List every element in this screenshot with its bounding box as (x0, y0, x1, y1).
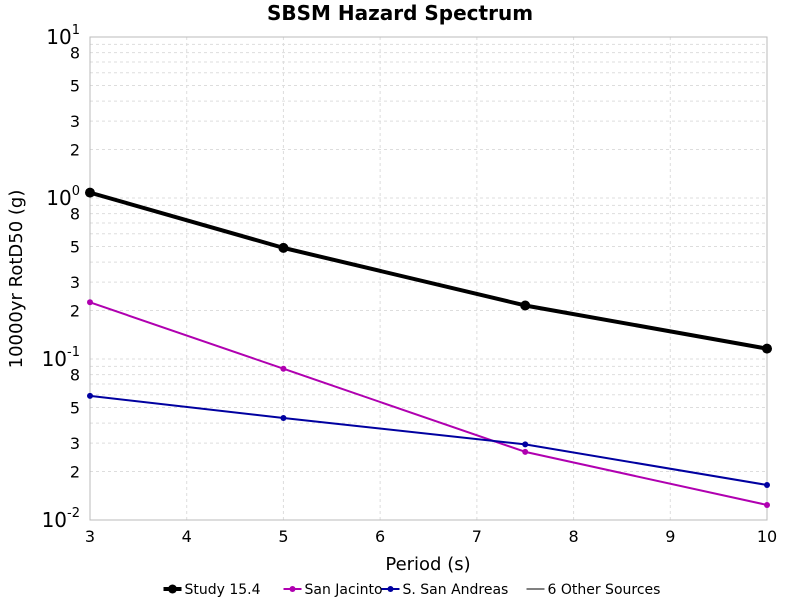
x-axis-label: Period (s) (385, 554, 470, 575)
data-point (522, 448, 529, 455)
x-tick-label: 4 (182, 527, 192, 546)
data-point (280, 415, 287, 422)
x-tick-label: 5 (278, 527, 288, 546)
legend-entry-label: Study 15.4 (185, 582, 261, 598)
y-tick-minor-label: 5 (70, 237, 80, 256)
legend-swatch-marker (387, 586, 394, 592)
plot-area (90, 37, 767, 520)
legend-entry-label: 6 Other Sources (548, 582, 661, 598)
series-line-0 (89, 190, 768, 351)
grid-lines (89, 37, 768, 521)
x-tick-label: 8 (568, 527, 578, 546)
data-point (762, 343, 772, 354)
data-point (278, 242, 289, 253)
y-tick-minor-label: 2 (70, 302, 80, 321)
data-point (87, 299, 93, 306)
data-point (522, 441, 529, 448)
series-line-2 (89, 394, 768, 486)
chart-title: SBSM Hazard Spectrum (267, 1, 533, 25)
plot-frame (89, 36, 768, 521)
y-tick-major-label: 100 (46, 184, 80, 210)
x-tick-label: 9 (665, 527, 675, 546)
y-tick-minor-label: 2 (70, 141, 80, 160)
legend: Study 15.4 San Jacinto S. San Andreas 6 Oth… (163, 582, 661, 598)
y-tick-minor-label: 3 (70, 273, 80, 292)
y-tick-minor-label: 2 (70, 463, 80, 482)
y-tick-minor-label: 8 (70, 205, 80, 224)
y-tick-major-label: 10-1 (42, 345, 80, 371)
legend-swatch-marker (168, 584, 177, 594)
x-tick-label: 10 (757, 527, 777, 546)
y-axis-label: 10000yr RotD50 (g) (6, 190, 27, 369)
series-line-1 (89, 301, 768, 506)
y-tick-minor-label: 5 (70, 398, 80, 417)
data-point (520, 300, 531, 311)
y-tick-minor-label: 5 (70, 76, 80, 95)
x-tick-label: 3 (85, 527, 95, 546)
y-axis-ticks: 10-2 10-1 100 101 2 3 5 8 2 3 5 8 2 3 5 8 (42, 23, 80, 532)
y-tick-minor-label: 3 (70, 112, 80, 131)
y-tick-major-label: 101 (46, 23, 80, 49)
data-point (280, 365, 287, 372)
series-layer (85, 187, 772, 508)
data-point (764, 501, 770, 508)
legend-swatch-marker (289, 586, 296, 592)
data-point (87, 392, 93, 399)
y-tick-minor-label: 3 (70, 434, 80, 453)
y-tick-major-label: 10-2 (42, 506, 80, 532)
legend-entry-label: S. San Andreas (403, 582, 509, 598)
legend-entry-label: San Jacinto (305, 582, 383, 598)
data-point (764, 481, 770, 488)
x-axis-ticks: 3 4 5 6 7 8 9 10 (85, 527, 777, 546)
y-tick-minor-label: 8 (70, 44, 80, 63)
y-tick-minor-label: 8 (70, 366, 80, 385)
x-tick-label: 7 (472, 527, 482, 546)
x-tick-label: 6 (375, 527, 385, 546)
data-point (85, 187, 95, 198)
